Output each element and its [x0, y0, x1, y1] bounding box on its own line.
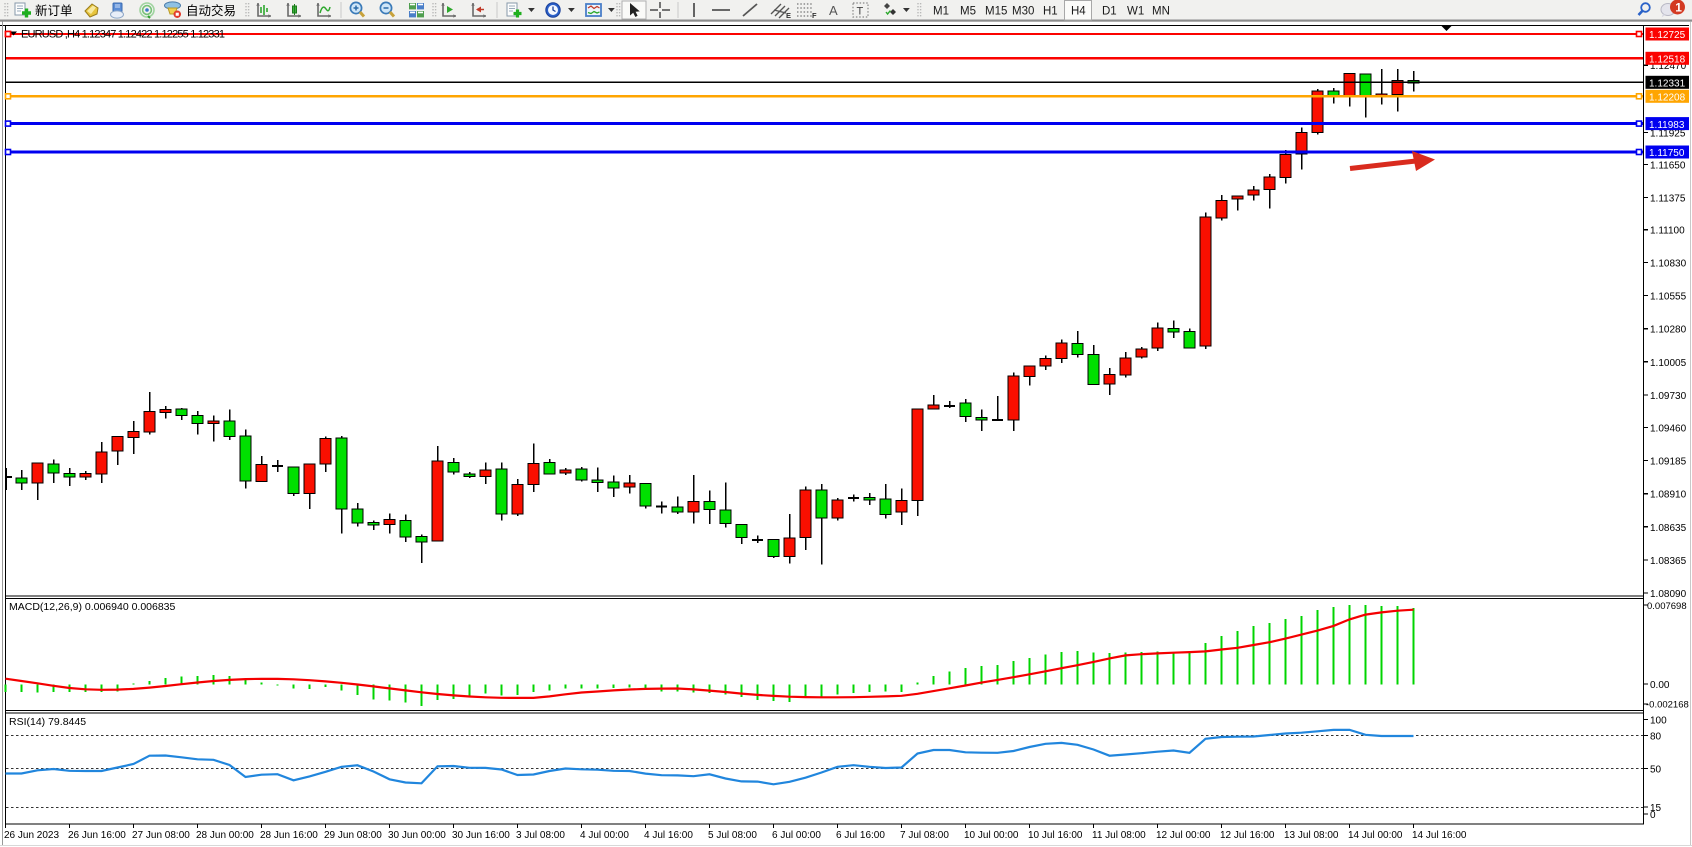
svg-text:1.12331: 1.12331 — [1649, 79, 1686, 90]
svg-text:100: 100 — [1650, 715, 1667, 726]
svg-text:13 Jul 08:00: 13 Jul 08:00 — [1284, 830, 1339, 841]
svg-text:28 Jun 00:00: 28 Jun 00:00 — [196, 830, 254, 841]
svg-text:M1: M1 — [933, 6, 949, 18]
svg-text:1.08365: 1.08365 — [1650, 556, 1687, 567]
svg-text:7 Jul 08:00: 7 Jul 08:00 — [900, 830, 949, 841]
svg-text:D1: D1 — [1102, 6, 1117, 18]
svg-text:1: 1 — [1675, 0, 1682, 14]
svg-text:12 Jul 00:00: 12 Jul 00:00 — [1156, 830, 1211, 841]
svg-text:-0.002168: -0.002168 — [1646, 700, 1689, 711]
svg-text:M5: M5 — [960, 6, 976, 18]
svg-text:1.10005: 1.10005 — [1650, 358, 1687, 369]
svg-text:4 Jul 00:00: 4 Jul 00:00 — [580, 830, 629, 841]
svg-text:新订单: 新订单 — [35, 3, 73, 18]
svg-text:27 Jun 08:00: 27 Jun 08:00 — [132, 830, 190, 841]
svg-text:A: A — [829, 3, 838, 18]
svg-text:30 Jun 00:00: 30 Jun 00:00 — [388, 830, 446, 841]
svg-text:MACD(12,26,9) 0.006940 0.00683: MACD(12,26,9) 0.006940 0.006835 — [9, 601, 176, 613]
svg-text:1.10555: 1.10555 — [1650, 292, 1687, 303]
svg-text:14 Jul 16:00: 14 Jul 16:00 — [1412, 830, 1467, 841]
svg-text:M15: M15 — [985, 6, 1007, 18]
svg-text:50: 50 — [1650, 764, 1662, 775]
svg-text:1.11983: 1.11983 — [1649, 120, 1685, 131]
svg-text:28 Jun 16:00: 28 Jun 16:00 — [260, 830, 318, 841]
svg-text:1.12518: 1.12518 — [1649, 55, 1686, 66]
svg-text:1.12208: 1.12208 — [1649, 93, 1686, 104]
svg-text:T: T — [857, 6, 864, 18]
svg-text:3 Jul 08:00: 3 Jul 08:00 — [516, 830, 565, 841]
svg-text:6 Jul 00:00: 6 Jul 00:00 — [772, 830, 821, 841]
svg-text:E: E — [786, 11, 791, 20]
svg-text:MN: MN — [1152, 6, 1170, 18]
svg-text:H1: H1 — [1043, 6, 1058, 18]
svg-text:14 Jul 00:00: 14 Jul 00:00 — [1348, 830, 1403, 841]
svg-text:29 Jun 08:00: 29 Jun 08:00 — [324, 830, 382, 841]
svg-text:26 Jun 2023: 26 Jun 2023 — [4, 830, 59, 841]
svg-text:RSI(14) 79.8445: RSI(14) 79.8445 — [9, 716, 86, 728]
svg-text:1.12725: 1.12725 — [1649, 30, 1686, 41]
svg-text:1.11925: 1.11925 — [1650, 128, 1686, 139]
svg-text:6 Jul 16:00: 6 Jul 16:00 — [836, 830, 885, 841]
svg-text:1.11100: 1.11100 — [1650, 226, 1685, 237]
svg-text:M30: M30 — [1012, 6, 1034, 18]
svg-text:1.11375: 1.11375 — [1650, 193, 1686, 204]
svg-text:1.11750: 1.11750 — [1649, 148, 1685, 159]
svg-text:1.10830: 1.10830 — [1650, 258, 1687, 269]
svg-text:H4: H4 — [1071, 6, 1086, 18]
svg-text:10 Jul 16:00: 10 Jul 16:00 — [1028, 830, 1083, 841]
svg-text:0.00: 0.00 — [1650, 680, 1670, 691]
svg-text:11 Jul 08:00: 11 Jul 08:00 — [1092, 830, 1146, 841]
svg-text:EURUSD ,H4 1.12347 1.12422 1.1: EURUSD ,H4 1.12347 1.12422 1.12255 1.123… — [21, 29, 225, 41]
svg-text:12 Jul 16:00: 12 Jul 16:00 — [1220, 830, 1275, 841]
svg-text:自动交易: 自动交易 — [186, 3, 236, 18]
svg-text:1.09185: 1.09185 — [1650, 457, 1687, 468]
svg-text:1.08910: 1.08910 — [1650, 490, 1687, 501]
svg-text:26 Jun 16:00: 26 Jun 16:00 — [68, 830, 126, 841]
svg-text:1.11650: 1.11650 — [1650, 160, 1686, 171]
svg-text:30 Jun 16:00: 30 Jun 16:00 — [452, 830, 510, 841]
svg-text:1.09730: 1.09730 — [1650, 391, 1687, 402]
svg-text:1.12470: 1.12470 — [1650, 61, 1687, 72]
svg-text:1.08090: 1.08090 — [1650, 589, 1687, 600]
svg-text:15: 15 — [1650, 803, 1662, 814]
svg-text:1.10280: 1.10280 — [1650, 325, 1687, 336]
svg-text:80: 80 — [1650, 732, 1662, 743]
svg-text:10 Jul 00:00: 10 Jul 00:00 — [964, 830, 1019, 841]
svg-text:1.08635: 1.08635 — [1650, 523, 1687, 534]
svg-text:5 Jul 08:00: 5 Jul 08:00 — [708, 830, 757, 841]
svg-text:0.007698: 0.007698 — [1647, 601, 1687, 612]
svg-text:W1: W1 — [1127, 6, 1144, 18]
svg-text:F: F — [812, 11, 817, 20]
svg-text:0: 0 — [1650, 810, 1656, 821]
svg-text:1.09460: 1.09460 — [1650, 423, 1687, 434]
svg-text:4 Jul 16:00: 4 Jul 16:00 — [644, 830, 693, 841]
